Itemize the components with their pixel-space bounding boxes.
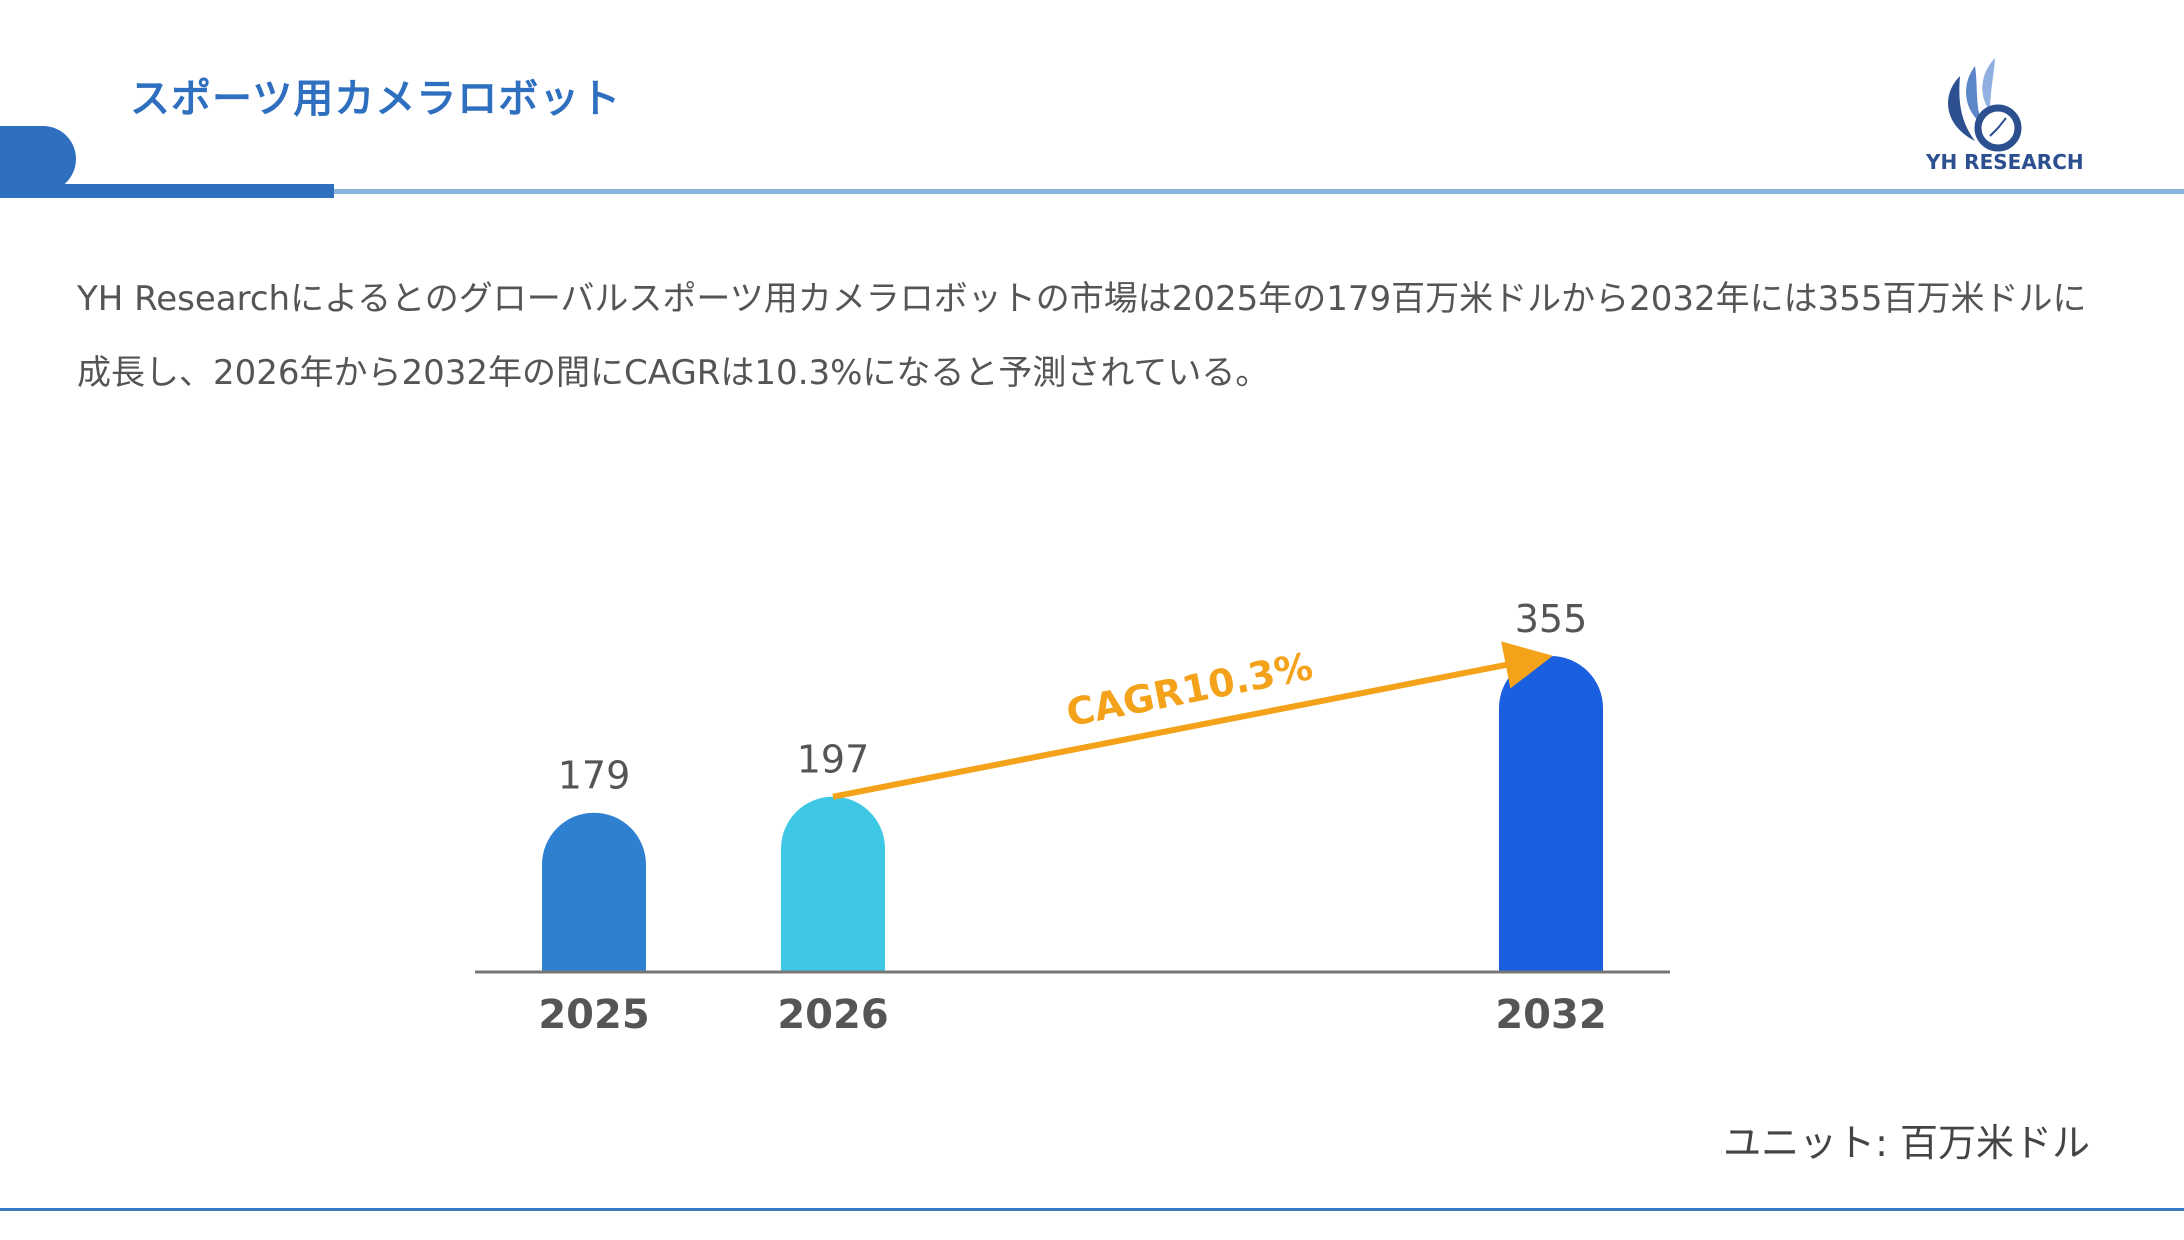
cagr-arrow <box>832 641 1553 800</box>
header-divider <box>334 189 2184 194</box>
page-title: スポーツ用カメラロボット <box>130 76 622 122</box>
header-tab-decoration <box>0 126 76 192</box>
summary-text: YH Researchによるとのグローバルスポーツ用カメラロボットの市場は202… <box>77 279 2087 393</box>
x-tick-label-2025: 2025 <box>538 992 649 1038</box>
bar-2025 <box>542 812 646 972</box>
data-label-2032: 355 <box>1515 597 1588 641</box>
header-accent-bar <box>0 184 334 198</box>
logo-text: YH RESEARCH <box>1926 150 2084 174</box>
yh-research-logo-icon <box>1948 58 2022 152</box>
bar-2032 <box>1499 656 1603 972</box>
data-label-2026: 197 <box>797 738 870 782</box>
unit-label: ユニット: 百万米ドル <box>1723 1121 2090 1165</box>
footer-divider <box>0 1208 2184 1211</box>
x-tick-label-2032: 2032 <box>1495 992 1606 1038</box>
x-tick-label-2026: 2026 <box>777 992 888 1038</box>
bar-2026 <box>781 796 885 972</box>
cagr-label: CAGR10.3% <box>1063 644 1316 735</box>
data-label-2025: 179 <box>558 754 631 798</box>
